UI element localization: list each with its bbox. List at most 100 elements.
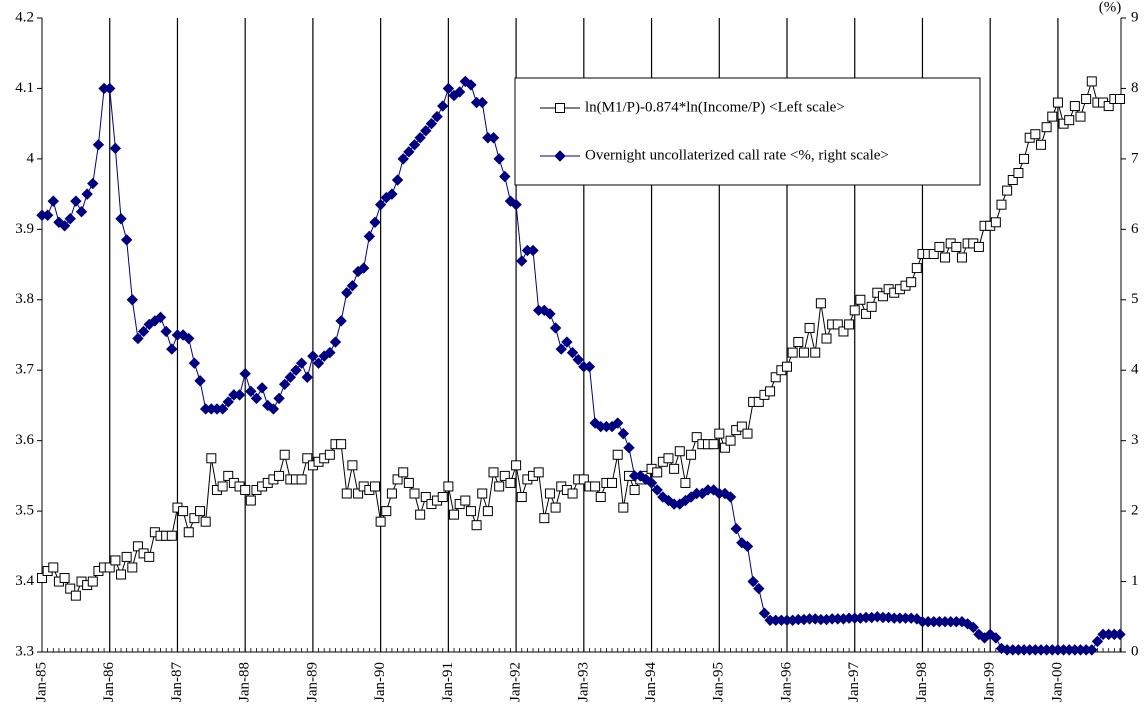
square-marker: [934, 241, 945, 252]
diamond-marker: [75, 206, 88, 218]
diamond-marker: [1086, 644, 1098, 656]
square-marker: [849, 305, 860, 316]
square-marker: [296, 474, 307, 485]
diamond-marker: [555, 343, 567, 355]
diamond-marker: [634, 470, 646, 482]
diamond-marker: [92, 139, 105, 151]
diamond-marker: [414, 132, 426, 144]
square-marker: [1047, 111, 1058, 122]
diamond-marker: [1091, 635, 1104, 648]
diamond-marker: [645, 477, 658, 489]
diamond-marker: [109, 142, 122, 155]
diamond-marker: [64, 213, 76, 225]
square-marker: [1041, 122, 1052, 133]
diamond-marker: [408, 139, 421, 151]
x-tick-label: Jan-00: [1049, 662, 1065, 702]
square-marker: [680, 477, 691, 488]
square-marker: [302, 453, 313, 464]
square-marker: [1075, 111, 1086, 122]
diamond-marker: [1114, 628, 1126, 641]
square-marker: [341, 488, 352, 499]
x-tick-label: Jan-91: [440, 662, 456, 702]
square-marker: [590, 481, 601, 492]
diamond-marker: [233, 389, 246, 401]
square-marker: [279, 449, 290, 460]
diamond-marker: [425, 117, 438, 130]
diamond-marker: [758, 607, 771, 619]
diamond-marker: [730, 523, 742, 535]
square-marker: [550, 502, 561, 513]
diamond-marker: [132, 332, 144, 345]
square-marker: [629, 484, 640, 495]
y-tick-label: 3.8: [15, 291, 34, 307]
square-marker: [906, 277, 917, 288]
diamond-marker: [420, 125, 432, 137]
square-marker: [990, 217, 1001, 228]
x-tick-label: Jan-98: [914, 662, 930, 702]
square-marker: [206, 453, 217, 464]
square-marker: [223, 470, 234, 481]
square-marker: [409, 488, 420, 499]
diamond-marker: [611, 417, 624, 429]
y2-tick-label: 5: [1131, 291, 1139, 307]
square-marker: [1007, 175, 1018, 186]
diamond-marker: [81, 188, 93, 200]
diamond-marker: [245, 385, 257, 398]
diamond-marker: [329, 336, 342, 348]
diamond-marker: [137, 325, 150, 338]
diamond-marker: [307, 350, 319, 362]
diamond-marker: [442, 82, 455, 95]
square-marker: [555, 103, 565, 113]
x-tick-label: Jan-90: [372, 662, 388, 702]
square-marker: [449, 509, 460, 520]
diamond-marker: [741, 540, 754, 553]
square-marker: [951, 241, 962, 252]
diamond-marker: [566, 346, 579, 359]
diamond-marker: [465, 79, 477, 91]
square-marker: [787, 347, 798, 358]
y2-tick-label: 7: [1131, 150, 1139, 166]
diamond-marker: [295, 357, 308, 369]
diamond-marker: [554, 150, 566, 162]
square-marker: [1081, 94, 1092, 105]
diamond-marker: [183, 332, 195, 345]
diamond-marker: [453, 86, 466, 98]
square-marker: [691, 432, 702, 443]
diamond-marker: [651, 484, 663, 496]
square-marker: [505, 477, 516, 488]
square-marker: [48, 562, 59, 573]
x-tick-label: Jan-89: [304, 662, 320, 702]
square-marker: [516, 492, 527, 503]
square-marker: [708, 439, 719, 450]
x-tick-label: Jan-96: [778, 662, 794, 702]
square-marker: [1013, 167, 1024, 178]
diamond-marker: [335, 315, 347, 327]
square-marker: [353, 488, 364, 499]
square-marker: [392, 474, 403, 485]
diamond-marker: [487, 132, 500, 144]
diamond-marker: [160, 325, 172, 338]
square-marker: [65, 583, 76, 594]
square-marker: [821, 333, 832, 344]
square-marker: [669, 463, 680, 474]
square-marker: [499, 470, 510, 481]
square-marker: [855, 294, 866, 305]
diamond-marker: [273, 392, 285, 405]
square-marker: [798, 347, 809, 358]
diamond-marker: [374, 198, 387, 211]
square-marker: [973, 241, 984, 252]
square-marker: [443, 481, 454, 492]
diamond-marker: [990, 632, 1002, 644]
square-marker: [70, 590, 81, 601]
diamond-marker: [961, 618, 974, 630]
y2-unit-label: (%): [1099, 0, 1122, 15]
square-marker: [674, 446, 685, 457]
x-tick-label: Jan-94: [643, 662, 659, 702]
square-marker: [956, 252, 967, 263]
square-marker: [471, 520, 482, 531]
square-marker: [87, 576, 98, 587]
diamond-marker: [278, 378, 291, 391]
diamond-marker: [391, 174, 404, 186]
y2-tick-label: 2: [1131, 503, 1139, 519]
